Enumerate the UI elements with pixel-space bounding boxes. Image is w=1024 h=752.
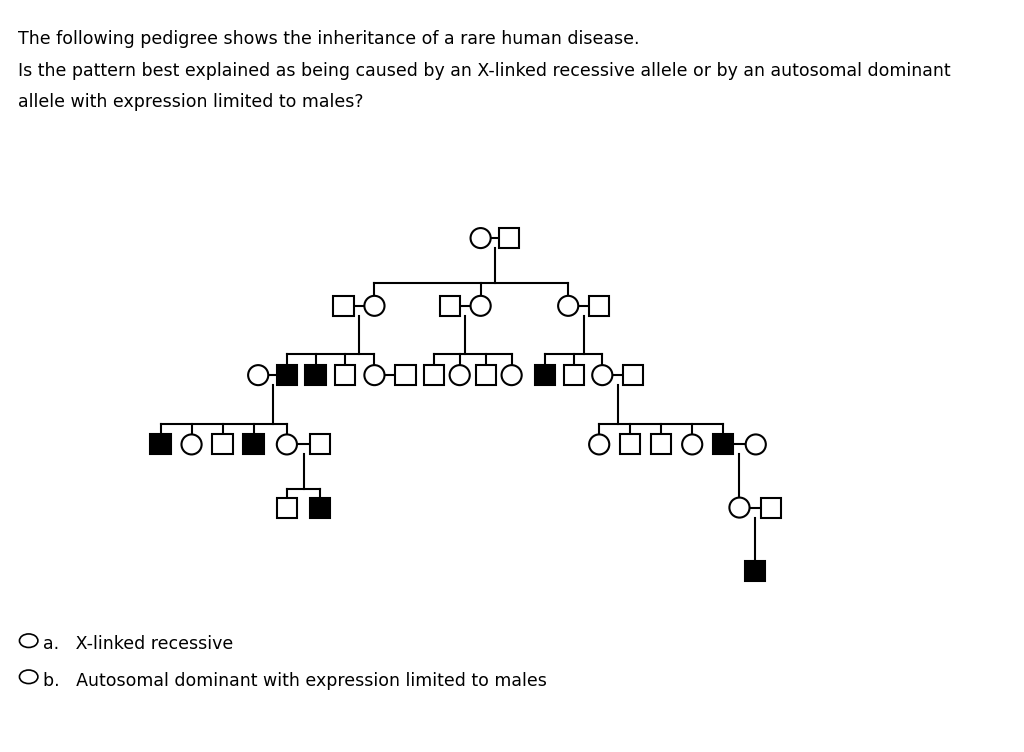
Circle shape (745, 435, 766, 454)
Text: allele with expression limited to males?: allele with expression limited to males? (18, 93, 364, 111)
Bar (476, 365, 496, 385)
Bar (535, 365, 555, 385)
Bar (563, 365, 584, 385)
Text: Is the pattern best explained as being caused by an X-linked recessive allele or: Is the pattern best explained as being c… (18, 62, 951, 80)
Circle shape (276, 435, 297, 454)
Bar (651, 435, 672, 454)
Circle shape (181, 435, 202, 454)
Bar (310, 435, 331, 454)
Circle shape (19, 634, 38, 647)
Bar (589, 296, 609, 316)
Bar (305, 365, 326, 385)
Bar (500, 228, 519, 248)
Text: a.   X-linked recessive: a. X-linked recessive (43, 635, 233, 653)
Bar (212, 435, 232, 454)
Circle shape (471, 228, 490, 248)
Text: The following pedigree shows the inheritance of a rare human disease.: The following pedigree shows the inherit… (18, 30, 640, 48)
Circle shape (248, 365, 268, 385)
Bar (713, 435, 733, 454)
Circle shape (589, 435, 609, 454)
Bar (151, 435, 171, 454)
Bar (276, 365, 297, 385)
Circle shape (729, 498, 750, 517)
Circle shape (558, 296, 579, 316)
Circle shape (471, 296, 490, 316)
Circle shape (502, 365, 521, 385)
Text: b.   Autosomal dominant with expression limited to males: b. Autosomal dominant with expression li… (43, 672, 547, 690)
Bar (424, 365, 444, 385)
Circle shape (592, 365, 612, 385)
Circle shape (19, 670, 38, 684)
Bar (276, 498, 297, 517)
Bar (244, 435, 263, 454)
Circle shape (365, 365, 385, 385)
Circle shape (682, 435, 702, 454)
Bar (745, 561, 765, 581)
Bar (334, 296, 353, 316)
Bar (621, 435, 640, 454)
Bar (395, 365, 416, 385)
Bar (761, 498, 781, 517)
Bar (335, 365, 355, 385)
Circle shape (365, 296, 385, 316)
Circle shape (450, 365, 470, 385)
Bar (310, 498, 331, 517)
Bar (439, 296, 460, 316)
Bar (624, 365, 643, 385)
